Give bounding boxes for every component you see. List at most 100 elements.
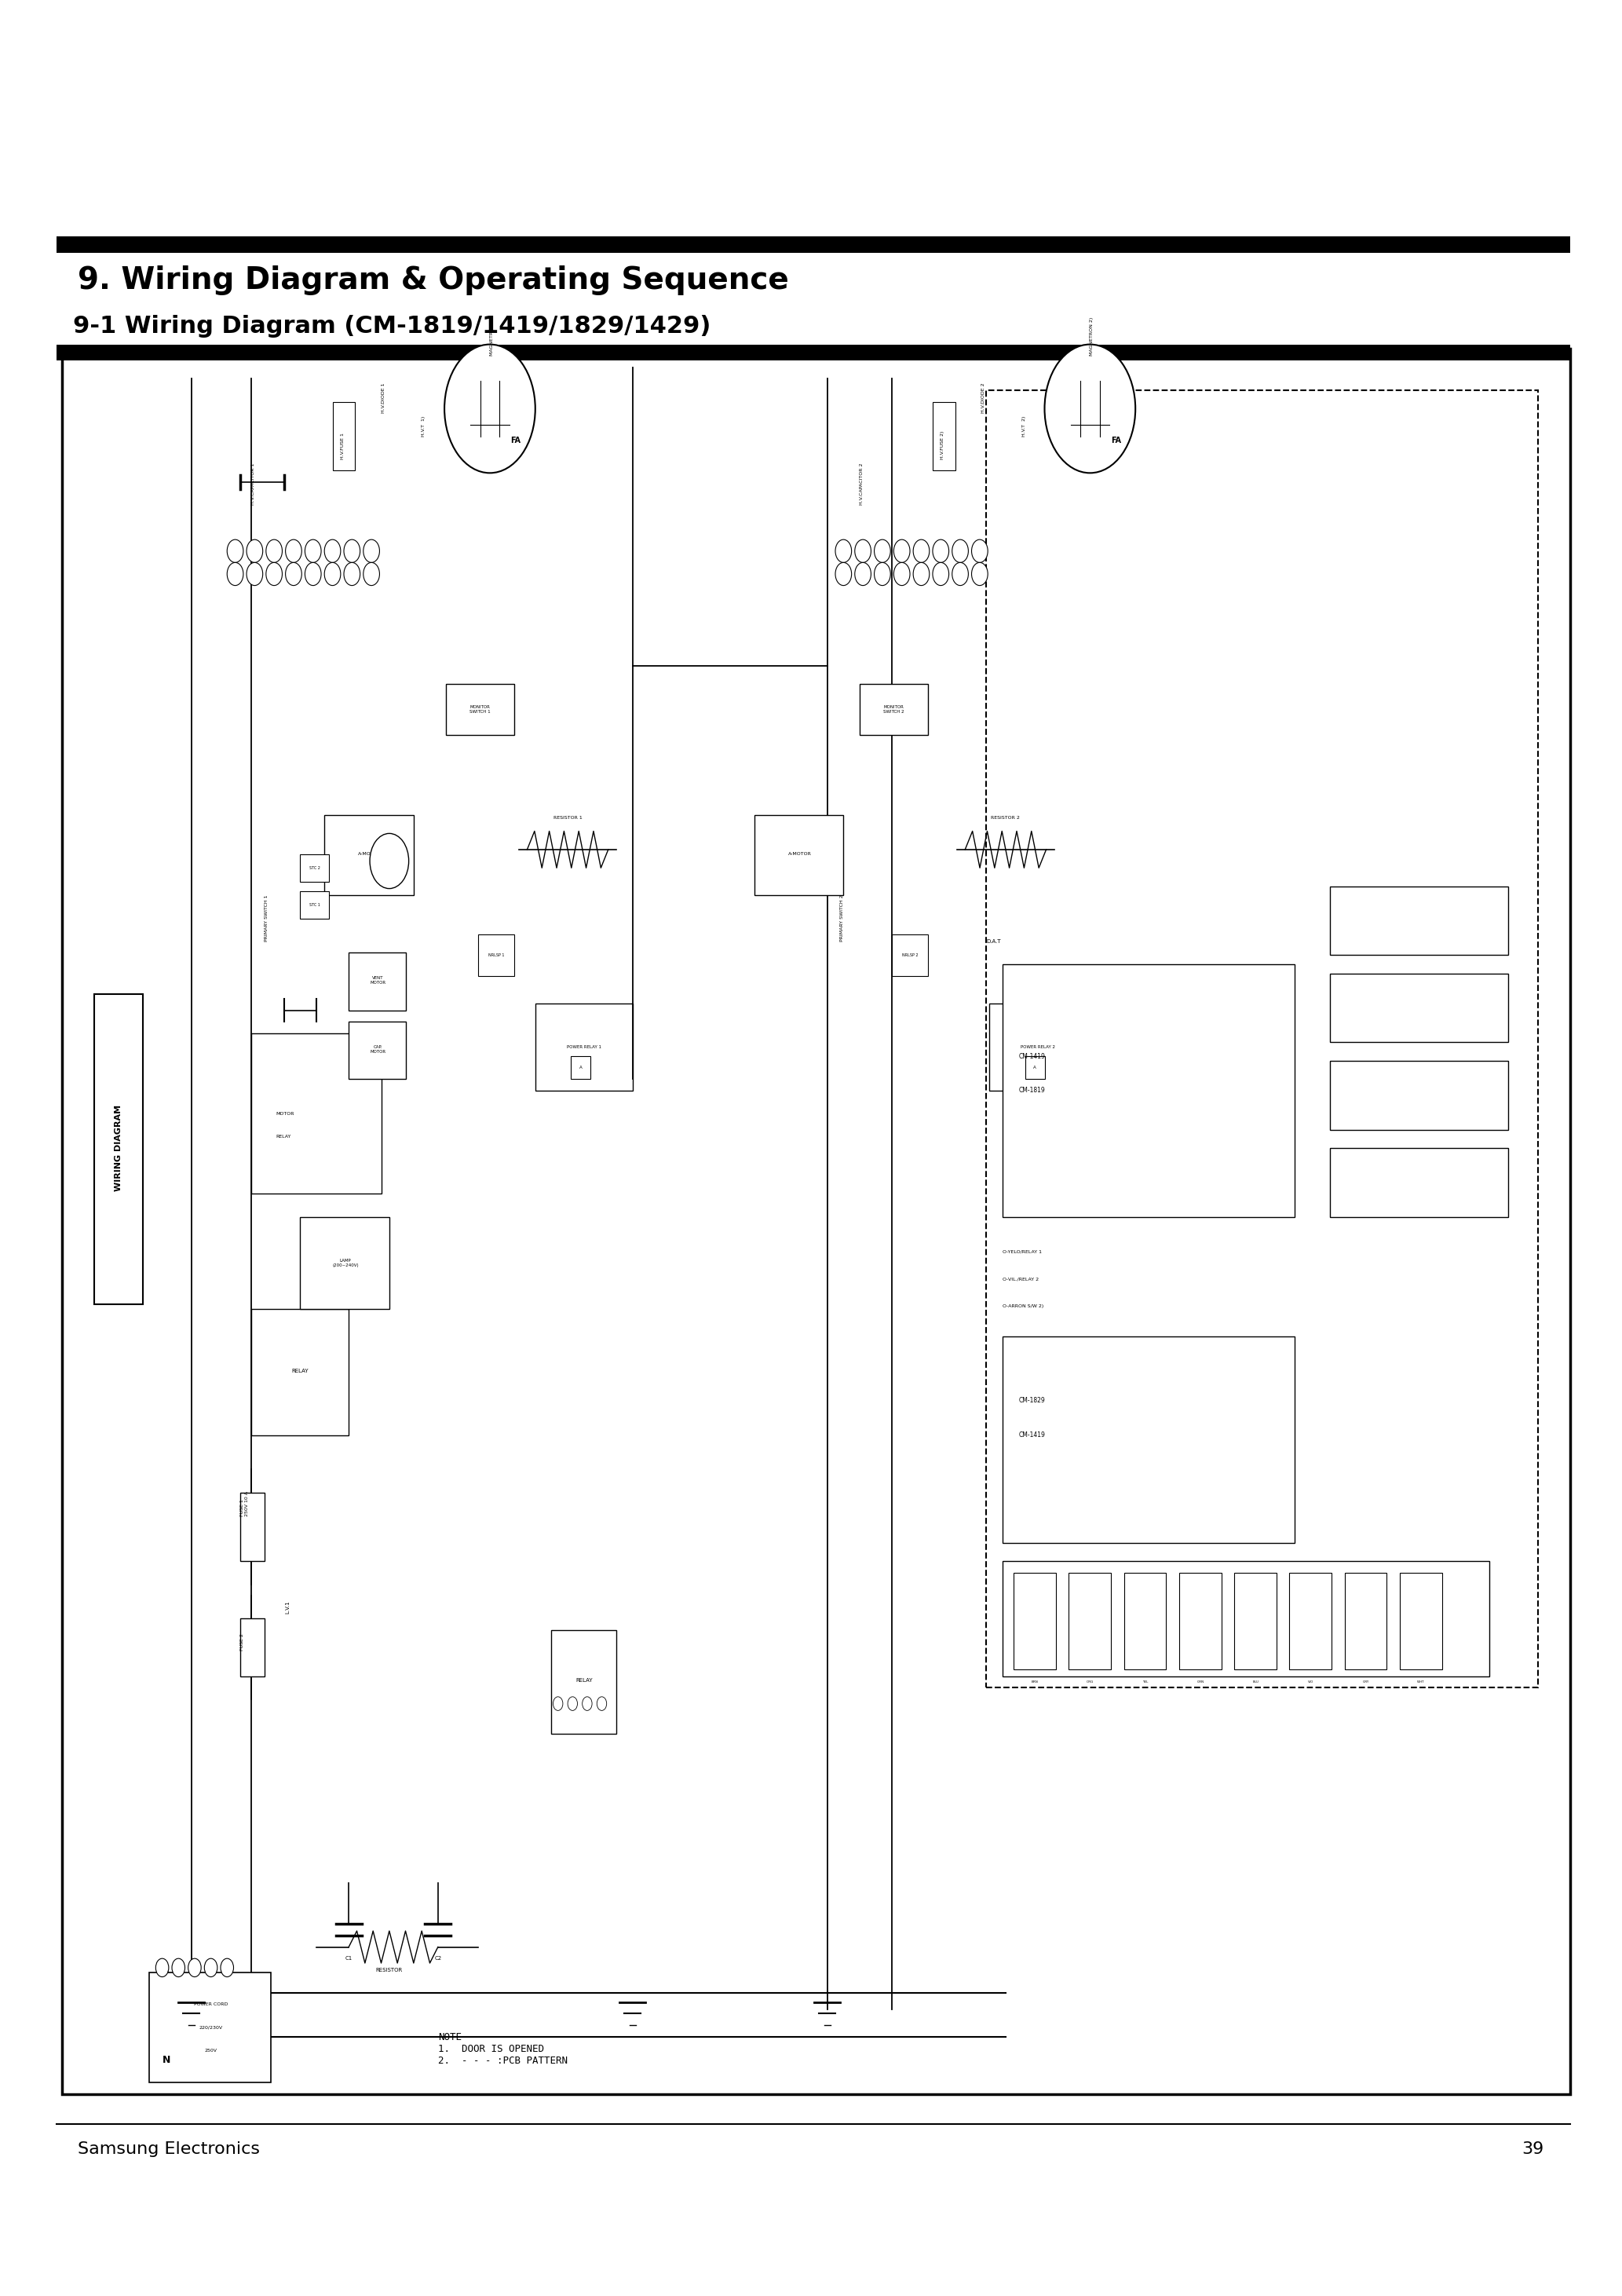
Bar [251, 1309, 349, 1435]
Bar [1330, 1148, 1508, 1217]
Text: C2: C2 [435, 1956, 441, 1961]
Text: Samsung Electronics: Samsung Electronics [78, 2142, 260, 2156]
Text: RESISTOR: RESISTOR [376, 1968, 402, 1972]
Text: 250V: 250V [204, 2048, 217, 2053]
Text: MOTOR: MOTOR [276, 1111, 294, 1116]
Circle shape [227, 563, 243, 585]
Text: N: N [162, 2055, 170, 2064]
Text: NOTE
1.  DOOR IS OPENED
2.  - - - :PCB PATTERN: NOTE 1. DOOR IS OPENED 2. - - - :PCB PAT… [438, 2032, 568, 2066]
Circle shape [553, 1697, 563, 1711]
Bar [1330, 1061, 1508, 1130]
Circle shape [835, 563, 852, 585]
Bar [1330, 886, 1508, 955]
Text: GRY: GRY [1362, 1681, 1369, 1683]
Bar [892, 934, 928, 976]
Text: FA: FA [1111, 436, 1121, 445]
Bar [446, 684, 514, 735]
Bar [933, 402, 955, 471]
Text: RELAY: RELAY [292, 1368, 308, 1373]
Text: PRIMARY SWITCH 1: PRIMARY SWITCH 1 [264, 895, 268, 941]
Circle shape [344, 540, 360, 563]
Circle shape [305, 540, 321, 563]
Bar [1014, 1573, 1056, 1669]
Text: MAGNETRON 2): MAGNETRON 2) [1090, 317, 1093, 356]
Text: O-VIL./RELAY 2: O-VIL./RELAY 2 [1002, 1277, 1038, 1281]
Text: H.V.T  1): H.V.T 1) [422, 416, 425, 436]
Text: RESISTOR 2: RESISTOR 2 [991, 815, 1020, 820]
Text: VIO: VIO [1307, 1681, 1314, 1683]
Bar [535, 1003, 633, 1091]
Circle shape [363, 563, 380, 585]
Circle shape [188, 1958, 201, 1977]
Text: FUSE 2: FUSE 2 [240, 1632, 243, 1651]
Text: O-ARRON S/W 2): O-ARRON S/W 2) [1002, 1304, 1043, 1309]
Text: H.V.CAPACITOR 1: H.V.CAPACITOR 1 [251, 464, 255, 505]
Bar [57, 344, 1570, 360]
Circle shape [370, 833, 409, 889]
Bar [1069, 1573, 1111, 1669]
Bar [300, 891, 329, 918]
Text: A-MOTOR: A-MOTOR [358, 852, 381, 856]
Text: MONITOR
SWITCH 1: MONITOR SWITCH 1 [470, 705, 490, 714]
Bar [149, 1972, 271, 2082]
Text: NRLSP 2: NRLSP 2 [902, 953, 918, 957]
Bar [57, 236, 1570, 253]
Circle shape [172, 1958, 185, 1977]
Bar [1002, 1561, 1489, 1676]
Text: 9-1 Wiring Diagram (CM-1819/1419/1829/1429): 9-1 Wiring Diagram (CM-1819/1419/1829/14… [73, 315, 710, 338]
Text: STC 2: STC 2 [310, 866, 320, 870]
Bar [571, 1056, 590, 1079]
Text: RELAY: RELAY [576, 1678, 592, 1683]
Circle shape [582, 1697, 592, 1711]
Text: A-MOTOR: A-MOTOR [788, 852, 811, 856]
Circle shape [247, 540, 263, 563]
Circle shape [913, 540, 929, 563]
Text: H.V.DIODE 1: H.V.DIODE 1 [381, 383, 384, 413]
Circle shape [1045, 344, 1135, 473]
Circle shape [156, 1958, 169, 1977]
Bar [986, 390, 1538, 1688]
Circle shape [344, 563, 360, 585]
Circle shape [933, 540, 949, 563]
Text: C1: C1 [345, 1956, 352, 1961]
Bar [240, 1492, 264, 1561]
Text: FA: FA [511, 436, 521, 445]
Text: ORG: ORG [1087, 1681, 1093, 1683]
Text: LAMP
(200~240V): LAMP (200~240V) [333, 1258, 358, 1267]
Text: H.V.DIODE 2: H.V.DIODE 2 [981, 383, 985, 413]
Text: O-YELO/RELAY 1: O-YELO/RELAY 1 [1002, 1249, 1041, 1254]
Circle shape [444, 344, 535, 473]
Text: 39: 39 [1521, 2142, 1544, 2156]
Bar [860, 684, 928, 735]
Bar [62, 349, 1570, 2094]
Circle shape [597, 1697, 607, 1711]
Text: CM-1419: CM-1419 [1019, 1052, 1045, 1061]
Circle shape [204, 1958, 217, 1977]
Circle shape [221, 1958, 234, 1977]
Bar [240, 1619, 264, 1676]
Text: GRN: GRN [1197, 1681, 1204, 1683]
Bar [94, 994, 143, 1304]
Text: MAGNETRON 1): MAGNETRON 1) [490, 317, 493, 356]
Text: WHT: WHT [1418, 1681, 1424, 1683]
Text: WIRING DIAGRAM: WIRING DIAGRAM [115, 1104, 122, 1192]
Bar [333, 402, 355, 471]
Bar [349, 953, 406, 1010]
Circle shape [894, 540, 910, 563]
Text: STC 1: STC 1 [310, 902, 320, 907]
Text: H.V.T  2): H.V.T 2) [1022, 416, 1025, 436]
Bar [300, 854, 329, 882]
Bar [1345, 1573, 1387, 1669]
Bar [1330, 974, 1508, 1042]
Text: FUSE 1
250V 10 A: FUSE 1 250V 10 A [240, 1492, 248, 1515]
Text: POWER CORD: POWER CORD [195, 2002, 227, 2007]
Circle shape [363, 540, 380, 563]
Text: NRLSP 1: NRLSP 1 [488, 953, 504, 957]
Circle shape [285, 540, 302, 563]
Circle shape [855, 540, 871, 563]
Circle shape [933, 563, 949, 585]
Circle shape [894, 563, 910, 585]
Bar [1234, 1573, 1277, 1669]
Circle shape [305, 563, 321, 585]
Text: 220/230V: 220/230V [200, 2025, 222, 2030]
